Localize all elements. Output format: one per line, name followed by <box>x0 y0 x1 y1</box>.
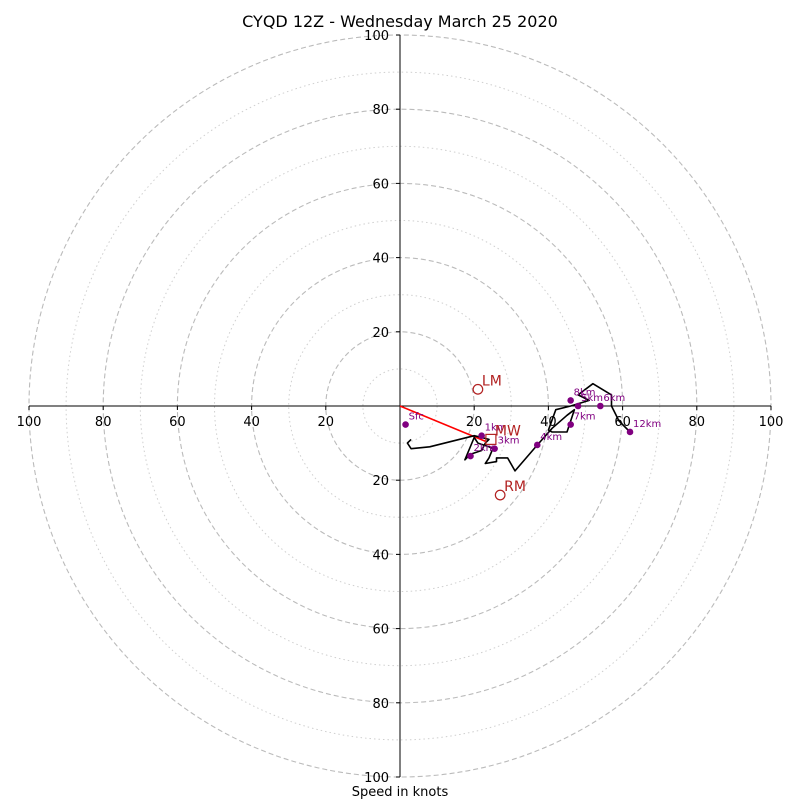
height-marker <box>597 402 604 410</box>
y-tick-label: 60 <box>372 623 389 638</box>
x-axis-label: Speed in knots <box>352 785 449 800</box>
height-marker <box>574 402 582 410</box>
x-tick-label: 60 <box>169 415 186 430</box>
height-label: 5km <box>581 393 603 404</box>
height-marker <box>567 421 574 428</box>
x-tick-label: 40 <box>243 415 260 430</box>
y-tick-label: 40 <box>372 252 389 267</box>
height-marker <box>533 441 541 449</box>
y-tick-label: 100 <box>364 29 389 44</box>
height-label: 3km <box>498 436 520 447</box>
height-marker <box>567 397 574 404</box>
x-tick-label: 40 <box>540 415 557 430</box>
height-label: 12km <box>633 419 661 430</box>
x-tick-label: 80 <box>95 415 112 430</box>
x-tick-label: 20 <box>466 415 483 430</box>
y-tick-label: 60 <box>372 177 389 192</box>
tick-labels: 1001008080606040402020202040406060808010… <box>17 29 784 786</box>
x-tick-label: 20 <box>318 415 335 430</box>
height-marker <box>478 432 485 439</box>
y-tick-label: 20 <box>372 326 389 341</box>
height-marker <box>467 452 474 460</box>
x-tick-label: 100 <box>17 415 42 430</box>
height-marker <box>402 421 409 428</box>
y-tick-label: 80 <box>372 103 389 118</box>
x-tick-label: 100 <box>759 415 784 430</box>
chart-title: CYQD 12Z - Wednesday March 25 2020 <box>242 12 558 31</box>
shear-vector <box>399 405 486 442</box>
height-label: Sfc <box>409 412 424 423</box>
storm-motion-marker <box>472 383 484 395</box>
height-label: 2km <box>473 443 495 454</box>
y-tick-label: 80 <box>372 697 389 712</box>
height-label: 8km <box>574 387 596 398</box>
height-label: 7km <box>574 412 596 423</box>
storm-motion-label: RM <box>504 479 526 495</box>
height-label: 4km <box>540 432 562 443</box>
height-marker <box>491 445 498 452</box>
storm-motion-marker <box>485 433 497 445</box>
height-marker <box>626 428 634 436</box>
y-tick-label: 20 <box>372 474 389 489</box>
height-label: 1km <box>485 423 507 434</box>
x-tick-label: 80 <box>689 415 706 430</box>
storm-motion-marker <box>494 489 506 501</box>
storm-motion-label: MW <box>495 423 521 439</box>
height-label: 6km <box>603 393 625 404</box>
y-tick-label: 40 <box>372 548 389 563</box>
storm-motion-label: LM <box>482 373 502 389</box>
y-tick-label: 100 <box>364 771 389 786</box>
